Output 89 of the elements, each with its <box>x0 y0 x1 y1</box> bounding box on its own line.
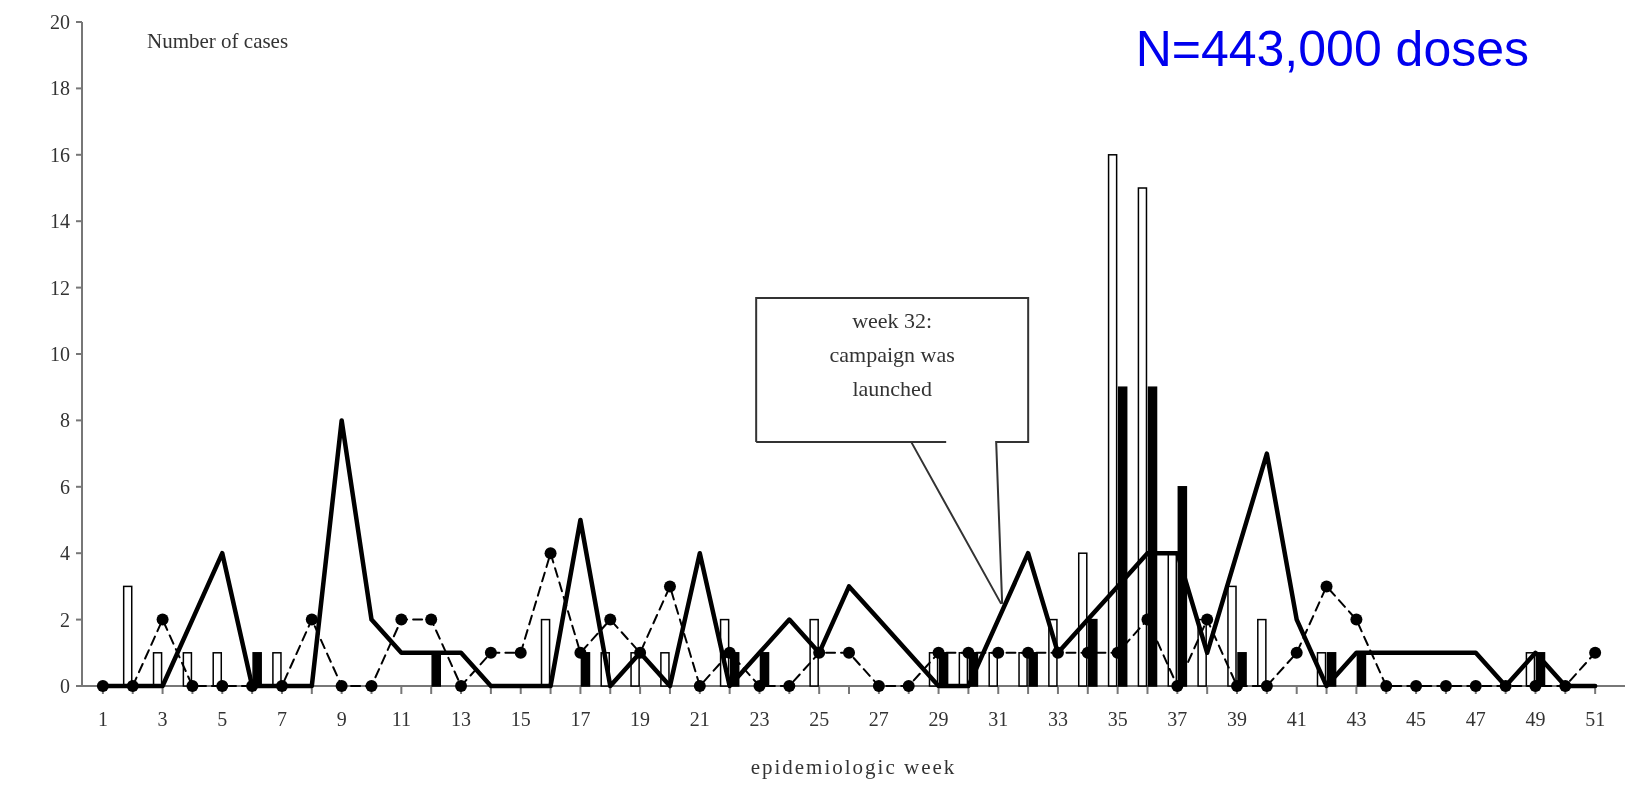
point <box>932 646 945 659</box>
point <box>872 680 885 692</box>
x-tick-label: 41 <box>1286 708 1307 730</box>
point <box>962 646 975 659</box>
point <box>335 680 348 692</box>
x-tick-label: 39 <box>1227 708 1248 730</box>
x-axis-title: epidemiologic week <box>750 755 957 779</box>
x-tick-label: 31 <box>988 708 1009 730</box>
x-tick-label: 47 <box>1465 708 1486 730</box>
x-tick-label: 5 <box>217 708 228 730</box>
point <box>216 680 229 692</box>
chart-title: N=443,000 doses <box>1135 21 1529 77</box>
y-tick-label: 10 <box>50 343 70 365</box>
x-tick-label: 11 <box>391 708 411 730</box>
x-tick-label: 37 <box>1167 708 1188 730</box>
y-tick-label: 4 <box>60 542 70 565</box>
point <box>1559 680 1572 692</box>
x-tick-label: 29 <box>928 708 949 730</box>
point <box>1529 680 1542 692</box>
y-tick-label: 12 <box>50 276 70 299</box>
point <box>1022 646 1035 659</box>
y-tick-label: 20 <box>50 11 70 33</box>
point <box>1469 680 1482 692</box>
x-tick-label: 43 <box>1346 708 1367 730</box>
y-tick-label: 18 <box>50 77 70 100</box>
point <box>126 680 139 692</box>
point <box>1320 580 1333 593</box>
point <box>1051 646 1064 659</box>
x-tick-label: 9 <box>336 708 347 730</box>
point <box>1380 680 1393 692</box>
point <box>902 680 915 692</box>
point <box>1201 613 1214 626</box>
y-axis-title: Number of cases <box>147 29 289 53</box>
x-tick-label: 21 <box>689 708 710 730</box>
x-tick-label: 25 <box>809 708 830 730</box>
x-tick-label: 51 <box>1585 708 1606 730</box>
point <box>723 646 736 659</box>
x-tick-label: 23 <box>749 708 770 730</box>
point <box>663 580 676 593</box>
x-tick-label: 3 <box>157 708 168 730</box>
y-tick-label: 14 <box>50 210 70 233</box>
point <box>275 680 288 692</box>
x-tick-label: 7 <box>276 708 287 730</box>
point <box>634 646 647 659</box>
point <box>1589 646 1602 659</box>
point <box>1499 680 1512 692</box>
y-tick-label: 16 <box>50 143 70 166</box>
point <box>574 646 587 659</box>
point <box>425 613 438 626</box>
point <box>96 680 109 692</box>
point <box>813 646 826 659</box>
point <box>753 680 766 692</box>
point <box>783 680 796 692</box>
point <box>1350 613 1363 626</box>
x-tick-label: 17 <box>570 708 591 730</box>
point <box>843 646 856 659</box>
point <box>455 680 468 692</box>
point <box>156 613 169 626</box>
point <box>305 613 318 626</box>
x-tick-label: 49 <box>1525 708 1546 730</box>
point <box>693 680 706 692</box>
x-tick-label: 33 <box>1047 708 1068 730</box>
x-tick-label: 35 <box>1107 708 1128 730</box>
annotation: week 32: campaign was launched <box>829 307 955 401</box>
point <box>544 547 557 560</box>
point <box>484 646 497 659</box>
point <box>1290 646 1303 659</box>
point <box>1260 680 1273 692</box>
point <box>604 613 617 626</box>
point <box>365 680 378 692</box>
y-tick-label: 8 <box>60 409 70 432</box>
x-tick-label: 45 <box>1406 708 1427 730</box>
x-tick-label: 19 <box>630 708 651 730</box>
point <box>1171 680 1184 692</box>
y-tick-label: 0 <box>60 675 70 697</box>
point <box>1439 680 1452 692</box>
y-tick-label: 2 <box>60 608 70 631</box>
point <box>1410 680 1423 692</box>
x-tick-label: 1 <box>97 708 108 730</box>
point <box>514 646 527 659</box>
point <box>1231 680 1244 692</box>
point <box>992 646 1005 659</box>
y-tick-label: 6 <box>60 475 70 498</box>
x-tick-label: 27 <box>868 708 889 730</box>
x-tick-label: 15 <box>510 708 531 730</box>
point <box>186 680 199 692</box>
point <box>395 613 408 626</box>
point <box>246 680 259 692</box>
x-tick-label: 13 <box>451 708 472 730</box>
